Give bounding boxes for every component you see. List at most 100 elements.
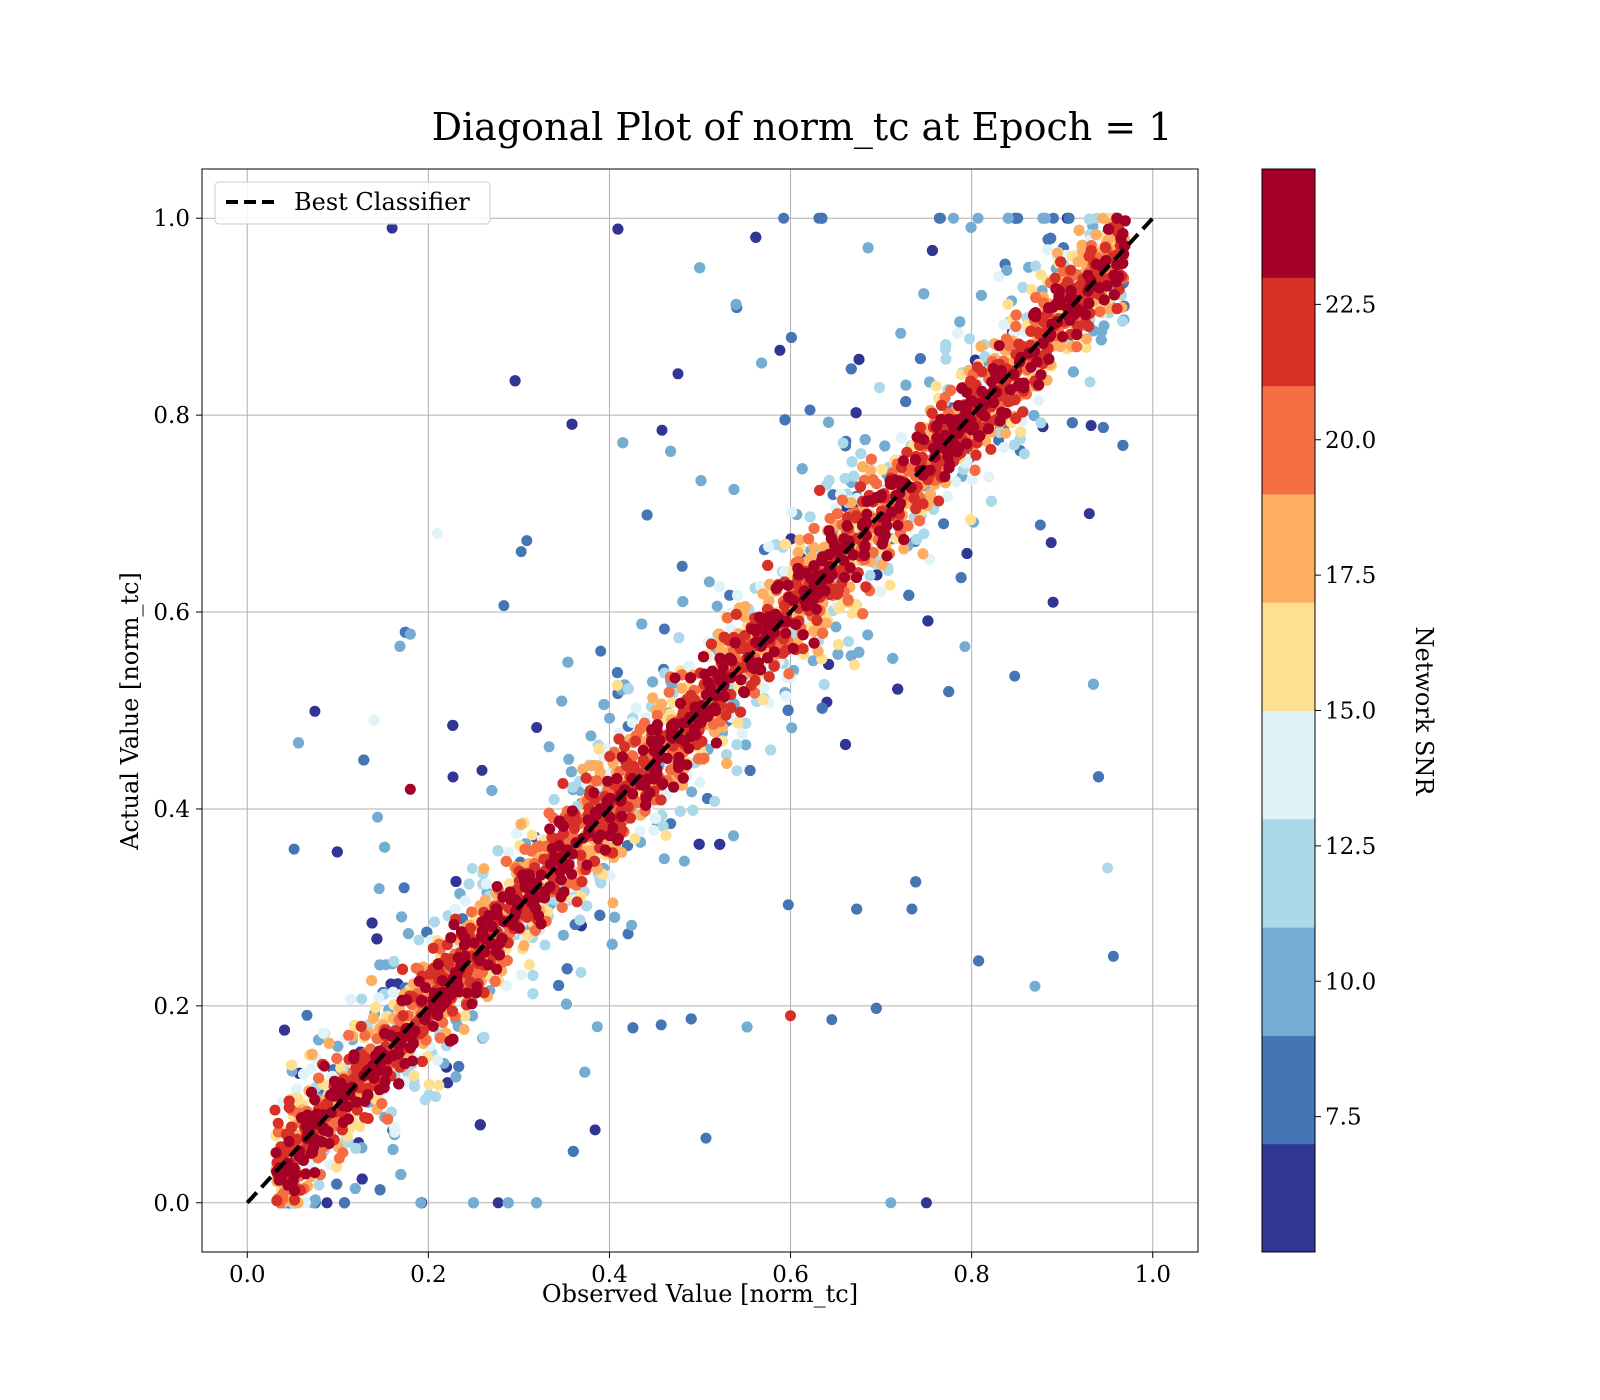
scatter-point bbox=[732, 589, 744, 601]
scatter-point bbox=[428, 916, 440, 928]
scatter-point bbox=[515, 818, 527, 830]
scatter-point bbox=[358, 754, 370, 766]
scatter-point bbox=[592, 760, 604, 772]
scatter-point bbox=[650, 812, 662, 824]
scatter-point bbox=[1117, 439, 1129, 451]
scatter-point bbox=[1042, 244, 1054, 256]
scatter-point bbox=[961, 548, 973, 559]
scatter-point bbox=[1035, 417, 1047, 429]
scatter-point bbox=[553, 980, 565, 991]
scatter-point bbox=[567, 781, 579, 793]
scatter-point bbox=[830, 621, 842, 633]
scatter-point bbox=[606, 938, 618, 950]
scatter-point bbox=[676, 560, 688, 572]
scatter-point bbox=[1095, 334, 1107, 346]
scatter-point bbox=[413, 934, 425, 946]
scatter-point bbox=[1033, 395, 1045, 406]
scatter-point bbox=[585, 730, 597, 742]
scatter-point bbox=[703, 576, 715, 588]
scatter-point bbox=[758, 682, 770, 694]
scatter-point bbox=[673, 632, 685, 644]
scatter-point bbox=[1045, 537, 1057, 549]
scatter-point bbox=[849, 659, 860, 671]
scatter-point bbox=[288, 843, 300, 855]
scatter-point bbox=[481, 878, 492, 890]
scatter-point bbox=[450, 1071, 462, 1083]
scatter-point bbox=[955, 572, 967, 584]
scatter-point bbox=[524, 959, 535, 971]
scatter-point bbox=[922, 615, 934, 627]
scatter-point bbox=[356, 1173, 368, 1185]
scatter-point bbox=[687, 804, 699, 816]
scatter-point bbox=[823, 416, 835, 428]
scatter-point bbox=[1093, 771, 1104, 783]
scatter-point bbox=[459, 1010, 471, 1022]
scatter-point bbox=[565, 766, 577, 778]
scatter-point bbox=[785, 332, 797, 343]
scatter-point bbox=[948, 212, 959, 224]
scatter-point bbox=[1001, 264, 1013, 276]
scatter-point bbox=[721, 757, 733, 769]
scatter-point bbox=[786, 722, 798, 734]
scatter-point bbox=[369, 1002, 381, 1013]
scatter-points bbox=[269, 212, 1131, 1209]
scatter-point bbox=[1067, 366, 1079, 378]
scatter-point bbox=[468, 1197, 479, 1209]
scatter-point bbox=[1097, 422, 1109, 433]
scatter-point bbox=[779, 414, 791, 426]
scatter-point bbox=[442, 1077, 454, 1089]
scatter-point bbox=[658, 623, 670, 635]
scatter-point bbox=[837, 437, 849, 449]
scatter-point bbox=[1090, 229, 1102, 241]
scatter-point bbox=[459, 895, 471, 907]
scatter-point bbox=[450, 876, 462, 887]
scatter-point bbox=[372, 811, 384, 823]
scatter-point bbox=[279, 1024, 290, 1036]
scatter-point bbox=[862, 629, 874, 641]
scatter-point bbox=[1040, 212, 1051, 224]
scatter-point bbox=[816, 702, 828, 714]
scatter-point bbox=[458, 1024, 470, 1035]
scatter-point bbox=[1034, 519, 1046, 531]
scatter-point bbox=[1030, 260, 1042, 272]
scatter-point bbox=[739, 601, 751, 613]
scatter-point bbox=[503, 846, 515, 858]
scatter-point bbox=[730, 298, 742, 310]
scatter-point bbox=[851, 903, 863, 915]
scatter-point bbox=[521, 535, 533, 547]
scatter-point bbox=[609, 911, 621, 923]
scatter-point bbox=[864, 570, 876, 582]
scatter-point bbox=[593, 743, 605, 755]
scatter-point bbox=[721, 749, 732, 761]
scatter-point bbox=[885, 1197, 897, 1209]
scatter-point bbox=[313, 1179, 325, 1191]
scatter-point bbox=[975, 289, 987, 301]
scatter-point bbox=[667, 696, 678, 708]
scatter-point bbox=[498, 600, 510, 612]
scatter-point bbox=[321, 1197, 333, 1209]
scatter-point bbox=[709, 795, 721, 807]
scatter-point bbox=[930, 380, 942, 392]
scatter-point bbox=[665, 445, 677, 457]
scatter-point bbox=[780, 690, 792, 702]
scatter-point bbox=[693, 838, 705, 850]
scatter-point bbox=[371, 933, 383, 945]
scatter-point bbox=[857, 461, 869, 473]
scatter-point bbox=[983, 471, 995, 483]
scatter-point bbox=[629, 833, 641, 845]
scatter-point bbox=[641, 509, 653, 521]
scatter-point bbox=[782, 704, 794, 716]
scatter-point bbox=[548, 794, 560, 805]
scatter-point bbox=[876, 464, 888, 475]
scatter-point bbox=[741, 1021, 753, 1033]
scatter-point bbox=[744, 765, 756, 776]
scatter-point bbox=[527, 970, 539, 981]
scatter-point bbox=[486, 785, 498, 796]
scatter-point bbox=[998, 442, 1010, 453]
scatter-point bbox=[657, 820, 669, 832]
scatter-point bbox=[474, 1119, 486, 1131]
scatter-point bbox=[356, 993, 368, 1005]
scatter-point bbox=[404, 628, 416, 640]
scatter-point bbox=[409, 1080, 421, 1092]
